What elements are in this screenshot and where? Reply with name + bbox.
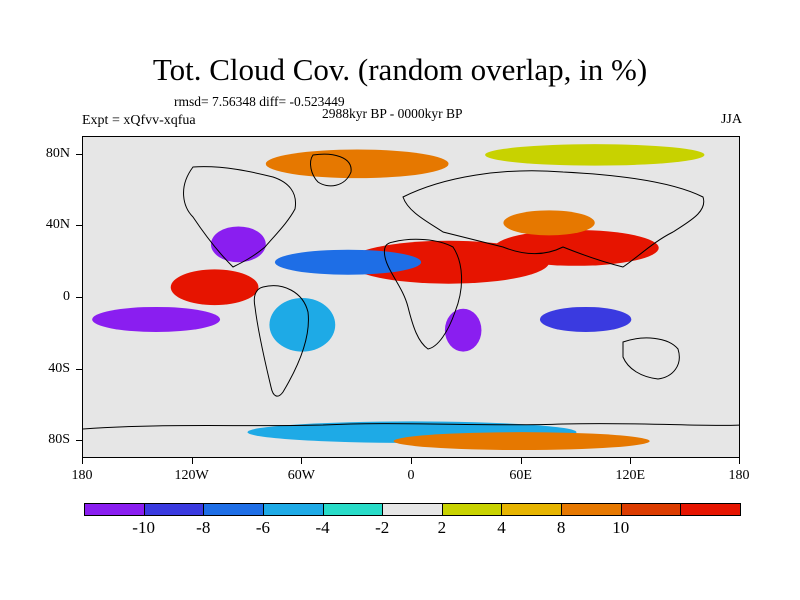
y-tick-mark bbox=[76, 440, 82, 442]
x-tick-label: 180 bbox=[71, 468, 93, 483]
colorbar-segment bbox=[501, 503, 563, 516]
colorbar-segment bbox=[680, 503, 741, 516]
colorbar-label: 10 bbox=[612, 518, 630, 537]
anomaly-region-1 bbox=[494, 230, 659, 266]
y-tick-label: 80S bbox=[48, 432, 70, 448]
colorbar-segment bbox=[143, 503, 205, 516]
anomaly-region-9 bbox=[269, 298, 336, 352]
y-tick-mark bbox=[76, 297, 82, 298]
y-tick-label: 0 bbox=[63, 289, 70, 304]
map-title: Tot. Cloud Cov. (random overlap, in %) bbox=[152, 52, 648, 87]
coastline-north-america bbox=[183, 166, 297, 268]
colorbar-segment bbox=[441, 503, 503, 516]
colorbar-segment bbox=[84, 503, 145, 516]
colorbar-label: 2 bbox=[437, 518, 447, 537]
experiment-text: Expt = xQfvv-xqfua bbox=[82, 113, 196, 128]
y-tick-mark bbox=[76, 368, 82, 370]
coastline-greenland bbox=[310, 153, 352, 187]
colorbar-segment bbox=[322, 503, 384, 516]
colorbar-label: -2 bbox=[375, 518, 390, 537]
colorbar-label: -8 bbox=[196, 518, 211, 537]
colorbar-segment bbox=[620, 503, 682, 516]
map-canvas bbox=[83, 144, 739, 451]
anomaly-region-3 bbox=[503, 210, 595, 236]
period-text: 2988kyr BP - 0000kyr BP bbox=[322, 106, 463, 121]
x-tick-label: 120W bbox=[174, 468, 209, 483]
colorbar-label: -4 bbox=[315, 518, 330, 537]
x-tick-mark bbox=[191, 458, 193, 464]
x-tick-label: 60W bbox=[287, 468, 315, 483]
anomaly-region-2 bbox=[170, 269, 259, 306]
colorbar-segment bbox=[561, 503, 622, 516]
anomaly-region-6 bbox=[444, 308, 482, 352]
y-tick-mark bbox=[76, 153, 82, 155]
x-tick-mark bbox=[739, 458, 740, 464]
x-tick-mark bbox=[630, 458, 632, 464]
coastline-africa bbox=[383, 238, 463, 350]
x-tick-label: 0 bbox=[407, 468, 415, 483]
colorbar-segment bbox=[203, 503, 264, 516]
x-tick-mark bbox=[411, 458, 412, 464]
x-tick-label: 120E bbox=[615, 468, 646, 483]
y-tick-label: 40S bbox=[48, 360, 70, 376]
coastline-south-america bbox=[253, 285, 309, 397]
anomaly-region-7 bbox=[274, 249, 422, 275]
colorbar bbox=[84, 503, 741, 516]
map-panel bbox=[82, 136, 740, 458]
x-tick-mark bbox=[82, 458, 83, 464]
x-tick-mark bbox=[301, 458, 303, 464]
x-tick-mark bbox=[520, 458, 522, 464]
anomaly-region-8 bbox=[539, 306, 632, 332]
y-tick-label: 40N bbox=[45, 217, 70, 233]
stats-text: rmsd= 7.56348 diff= -0.523449 bbox=[174, 94, 345, 109]
colorbar-label: 8 bbox=[556, 518, 566, 537]
anomaly-region-13 bbox=[393, 432, 650, 451]
y-tick-mark bbox=[76, 225, 82, 227]
anomaly-region-4 bbox=[210, 226, 266, 263]
x-tick-label: 60E bbox=[509, 468, 532, 483]
colorbar-label: 4 bbox=[497, 518, 506, 537]
coastline-australia bbox=[622, 337, 680, 380]
season-text: JJA bbox=[720, 112, 742, 127]
colorbar-segment bbox=[382, 503, 443, 516]
colorbar-label: -6 bbox=[255, 518, 270, 537]
colorbar-segment bbox=[262, 503, 324, 516]
colorbar-label: -10 bbox=[132, 518, 155, 537]
coastline-antarctica bbox=[83, 423, 739, 430]
anomaly-region-5 bbox=[92, 306, 221, 332]
x-tick-label: 180 bbox=[728, 468, 750, 483]
coastline-eurasia bbox=[402, 170, 705, 268]
y-tick-label: 80N bbox=[45, 145, 70, 161]
anomaly-region-11 bbox=[485, 144, 705, 166]
coastline-layer bbox=[83, 153, 739, 430]
anomaly-region-10 bbox=[265, 149, 449, 179]
